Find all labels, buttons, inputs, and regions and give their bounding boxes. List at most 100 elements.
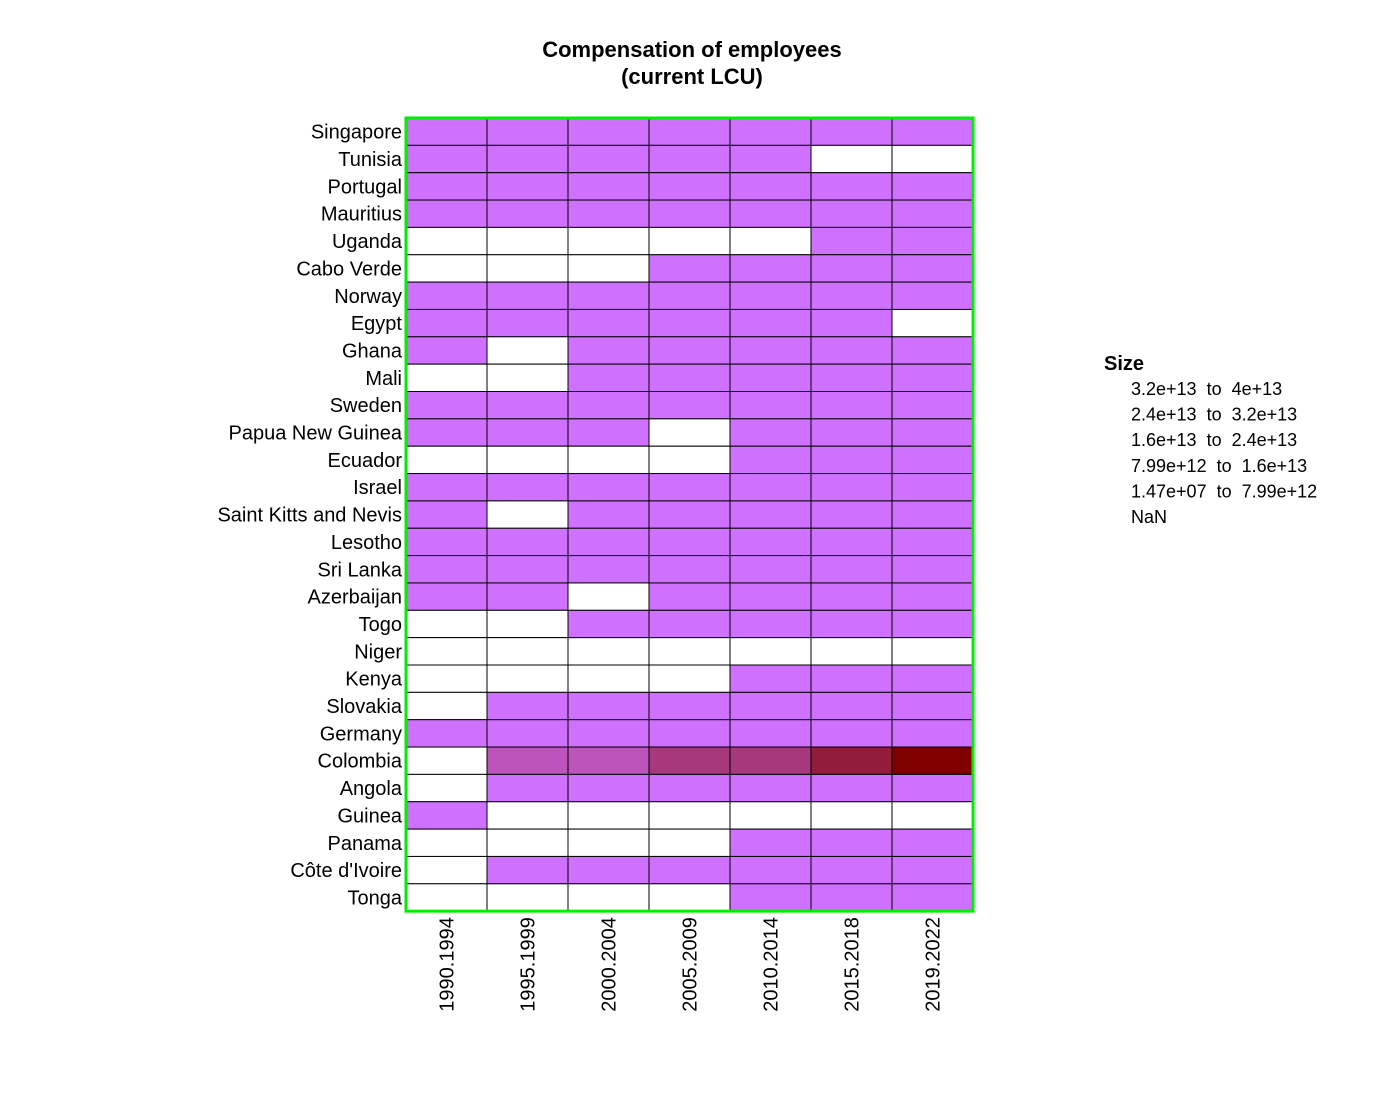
heatmap-cell (891, 555, 974, 584)
row-label: Norway (334, 286, 402, 308)
heatmap-cell (810, 336, 893, 365)
heatmap-cell (648, 144, 731, 174)
heatmap-cell (648, 445, 731, 475)
heatmap-cell (891, 855, 974, 885)
heatmap-cell (486, 582, 569, 611)
heatmap-cell (486, 609, 569, 639)
heatmap-cell (729, 609, 812, 639)
heatmap-cell (648, 336, 731, 365)
heatmap-cell (648, 719, 731, 748)
heatmap-cell (810, 637, 893, 666)
row-label: Azerbaijan (307, 587, 402, 609)
heatmap-cell (405, 199, 488, 228)
heatmap-cell (810, 801, 893, 830)
row-label: Kenya (345, 669, 403, 691)
heatmap-cell (405, 801, 488, 830)
heatmap-cell (405, 117, 488, 146)
row-label: Côte d'Ivoire (290, 860, 402, 882)
legend-item: 3.2e+13 to 4e+13 (1131, 379, 1282, 399)
heatmap-cell (567, 363, 650, 392)
heatmap-cell (567, 883, 650, 912)
heatmap-cell (648, 609, 731, 639)
heatmap-cell (810, 308, 893, 338)
heatmap-cell (405, 336, 488, 365)
heatmap-cell (648, 308, 731, 338)
plot-frame (404, 116, 975, 913)
column-label: 1995.1999 (518, 917, 540, 1012)
heatmap-cell (486, 719, 569, 748)
heatmap-cell (486, 691, 569, 721)
heatmap-cell (486, 801, 569, 830)
heatmap-cell (810, 144, 893, 174)
heatmap-cell (729, 445, 812, 475)
legend-item: 1.47e+07 to 7.99e+12 (1131, 481, 1317, 501)
heatmap-cell (729, 336, 812, 365)
heatmap-cell (810, 828, 893, 857)
heatmap-cell (810, 281, 893, 310)
heatmap-cell (405, 691, 488, 721)
row-label: Singapore (311, 122, 402, 144)
heatmap-cell (729, 555, 812, 584)
heatmap-cell (891, 336, 974, 365)
heatmap-cell (891, 308, 974, 338)
heatmap-cell (567, 746, 650, 775)
heatmap-cell (891, 691, 974, 721)
heatmap-cell (810, 391, 893, 420)
heatmap-cell (810, 855, 893, 885)
heatmap-cell (891, 609, 974, 639)
heatmap-cell (486, 637, 569, 666)
heatmap-cell (405, 418, 488, 447)
heatmap-cell (567, 473, 650, 502)
heatmap-cell (486, 664, 569, 693)
heatmap-cell (729, 746, 812, 775)
heatmap-cell (810, 691, 893, 721)
heatmap-cell (405, 363, 488, 392)
heatmap-cell (648, 883, 731, 912)
row-label: Slovakia (326, 696, 402, 718)
heatmap-cell (891, 582, 974, 611)
legend-item: 2.4e+13 to 3.2e+13 (1131, 405, 1297, 425)
heatmap-cell (486, 254, 569, 283)
heatmap-cell (648, 691, 731, 721)
heatmap-cell (729, 828, 812, 857)
heatmap-cell (891, 281, 974, 310)
heatmap-cell (405, 144, 488, 174)
heatmap-cell (648, 773, 731, 803)
heatmap-cell (486, 117, 569, 146)
row-label: Tonga (348, 887, 403, 909)
column-label: 2010.2014 (761, 917, 783, 1012)
column-label: 2005.2009 (680, 917, 702, 1012)
row-label: Tunisia (338, 149, 403, 171)
column-labels: 1990.1994 1995.1999 2000.2004 2005.2009 2010… (437, 917, 945, 1012)
heatmap-cell (405, 855, 488, 885)
heatmap-cell (486, 144, 569, 174)
heatmap-cell (567, 828, 650, 857)
row-label: Cabo Verde (296, 258, 402, 280)
heatmap-cells (404, 116, 975, 913)
chart-title: Compensation of employees (542, 37, 842, 62)
heatmap-cell (567, 172, 650, 201)
heatmap-cell (648, 172, 731, 201)
heatmap-cell (486, 828, 569, 857)
heatmap-cell (810, 883, 893, 912)
heatmap-cell (729, 773, 812, 803)
heatmap-cell (891, 664, 974, 693)
heatmap-cell (648, 473, 731, 502)
heatmap-cell (405, 637, 488, 666)
heatmap-cell (567, 582, 650, 611)
heatmap-cell (729, 664, 812, 693)
legend: Size 3.2e+13 to 4e+13 2.4e+13 to 3.2e+13 1… (1104, 353, 1317, 527)
heatmap-cell (405, 746, 488, 775)
heatmap-cell (486, 555, 569, 584)
heatmap-cell (891, 391, 974, 420)
heatmap-cell (405, 719, 488, 748)
heatmap-cell (405, 828, 488, 857)
heatmap-cell (648, 527, 731, 557)
heatmap-cell (405, 555, 488, 584)
heatmap-cell (567, 555, 650, 584)
heatmap-cell (810, 773, 893, 803)
heatmap-cell (648, 281, 731, 310)
column-label: 2000.2004 (599, 917, 621, 1012)
heatmap-cell (486, 418, 569, 447)
heatmap-cell (810, 527, 893, 557)
